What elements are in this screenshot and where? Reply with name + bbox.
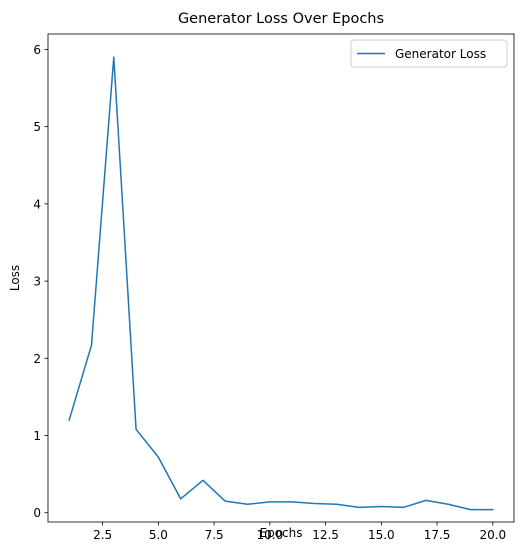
- y-tick-label: 0: [33, 506, 41, 520]
- y-tick-label: 2: [33, 352, 41, 366]
- y-tick-label: 1: [33, 429, 41, 443]
- x-tick-label: 2.5: [93, 528, 112, 542]
- legend-frame: [350, 39, 508, 68]
- y-axis-label: Loss: [8, 265, 22, 291]
- x-tick-label: 20.0: [479, 528, 506, 542]
- x-tick-label: 17.5: [424, 528, 451, 542]
- legend: Generator Loss: [350, 39, 508, 68]
- y-axis-ticks: 0 1 2 3 4 5 6: [33, 43, 48, 520]
- series-layer: [68, 56, 494, 511]
- y-tick-label: 5: [33, 120, 41, 134]
- axes-frame: [47, 33, 515, 523]
- x-tick-label: 10.0: [256, 528, 283, 542]
- plot-area: 2.5 5.0 7.5 10.0 12.5 15.0 17.5 20.0 0 1 2 3 4 5 6: [33, 33, 515, 542]
- series-line-generator-loss: [68, 56, 494, 511]
- y-tick-label: 6: [33, 43, 41, 57]
- x-tick-label: 5.0: [149, 528, 168, 542]
- x-tick-label: 12.5: [312, 528, 339, 542]
- chart-title: Generator Loss Over Epochs: [178, 11, 384, 27]
- y-tick-label: 3: [33, 275, 41, 289]
- y-tick-label: 4: [33, 197, 41, 211]
- x-tick-label: 7.5: [205, 528, 224, 542]
- x-axis-ticks: 2.5 5.0 7.5 10.0 12.5 15.0 17.5 20.0: [93, 522, 506, 542]
- legend-label-generator-loss: Generator Loss: [395, 47, 486, 61]
- x-tick-label: 15.0: [368, 528, 395, 542]
- x-axis-label: Epochs: [260, 526, 303, 540]
